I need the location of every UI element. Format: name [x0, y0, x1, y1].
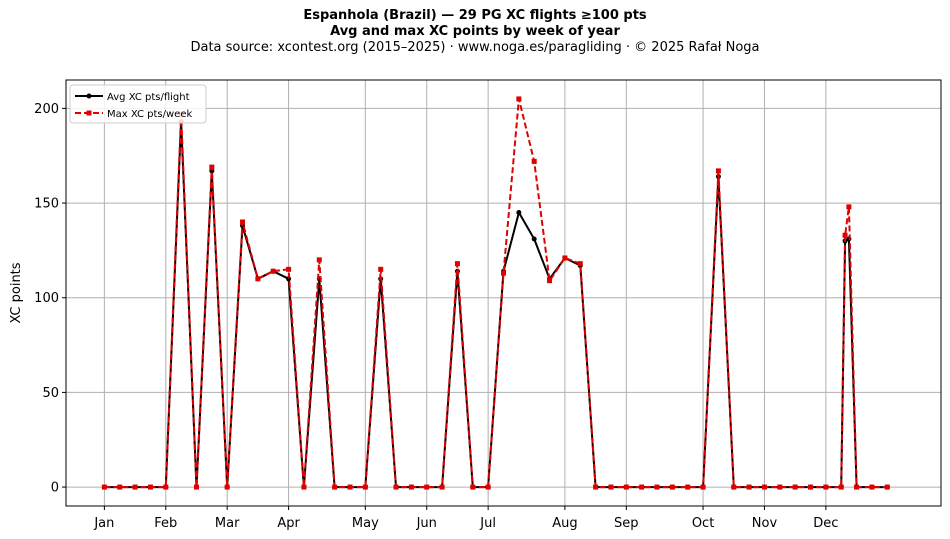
- data-point: [846, 204, 852, 210]
- data-point: [562, 255, 568, 261]
- data-point: [362, 484, 368, 490]
- data-point: [501, 270, 506, 276]
- data-point: [531, 158, 537, 164]
- data-point: [854, 484, 860, 490]
- series-0: [101, 119, 890, 490]
- data-point: [240, 219, 246, 225]
- data-point: [869, 484, 875, 490]
- data-point: [470, 484, 476, 490]
- data-point: [286, 266, 292, 272]
- data-point: [731, 484, 737, 490]
- data-point: [347, 484, 353, 490]
- y-tick-label: 150: [34, 197, 59, 212]
- grid-lines: [66, 80, 941, 506]
- x-tick-label-apr: Apr: [277, 516, 300, 531]
- data-point: [301, 484, 307, 490]
- data-point: [685, 484, 691, 490]
- x-tick-label-mar: Mar: [215, 516, 240, 531]
- x-tick-label-jan: Jan: [93, 516, 114, 531]
- data-point: [224, 484, 230, 490]
- legend-max-label: Max XC pts/week: [107, 109, 192, 120]
- y-tick-label: 200: [34, 102, 59, 117]
- chart-title-line2: Avg and max XC points by week of year: [330, 24, 620, 39]
- data-point: [792, 484, 798, 490]
- chart-title-block: Espanhola (Brazil) — 29 PG XC flights ≥1…: [0, 8, 950, 56]
- legend-avg-label: Avg XC pts/flight: [107, 92, 190, 103]
- data-point: [547, 278, 553, 284]
- data-point: [485, 484, 491, 490]
- data-point: [516, 210, 522, 216]
- series-1: [101, 96, 890, 490]
- series-line: [104, 120, 888, 489]
- data-point: [823, 484, 829, 490]
- legend-box: [69, 84, 207, 124]
- data-point: [270, 268, 276, 274]
- legend: Avg XC pts/flight Max XC pts/week: [69, 84, 207, 124]
- data-point: [746, 484, 752, 490]
- data-point: [838, 484, 844, 490]
- x-tick-label-aug: Aug: [552, 516, 577, 531]
- data-point: [623, 484, 629, 490]
- x-tick-label-jul: Jul: [479, 516, 496, 531]
- chart-title: Espanhola (Brazil) — 29 PG XC flights ≥1…: [303, 8, 647, 23]
- data-point: [439, 484, 445, 490]
- y-axis-label: XC points: [9, 262, 24, 323]
- data-point: [761, 484, 767, 490]
- series-line: [104, 97, 888, 489]
- data-point: [654, 484, 660, 490]
- data-point: [378, 266, 384, 272]
- x-tick-label-dec: Dec: [813, 516, 838, 531]
- data-point: [316, 257, 322, 263]
- x-tick-label-sep: Sep: [614, 516, 639, 531]
- axes-ticks: 0 50 100 150 200 Jan Feb Mar Apr May Jun Jul Aug Sep O…: [34, 102, 838, 531]
- y-tick-label: 0: [51, 481, 59, 496]
- data-point: [884, 484, 890, 490]
- x-tick-label-nov: Nov: [752, 516, 778, 531]
- data-point: [393, 484, 399, 490]
- chart-subtitle: Data source: xcontest.org (2015–2025) · …: [190, 40, 760, 55]
- data-point: [255, 276, 261, 282]
- x-tick-label-feb: Feb: [154, 516, 177, 531]
- series-group: [101, 96, 890, 490]
- x-tick-label-oct: Oct: [692, 516, 714, 531]
- data-point: [209, 168, 215, 174]
- data-point: [777, 484, 783, 490]
- data-point: [842, 232, 848, 238]
- data-point: [132, 484, 138, 490]
- data-point: [147, 484, 153, 490]
- data-point: [608, 484, 614, 490]
- data-point: [454, 261, 460, 267]
- plot-frame: [65, 79, 942, 507]
- data-point: [808, 484, 814, 490]
- data-point: [193, 484, 199, 490]
- data-point: [669, 484, 675, 490]
- data-point: [101, 484, 107, 490]
- data-point: [209, 164, 215, 170]
- x-tick-label-may: May: [352, 516, 379, 531]
- legend-avg-marker: [86, 93, 92, 99]
- data-point: [700, 484, 706, 490]
- data-point: [715, 168, 721, 174]
- x-tick-label-jun: Jun: [416, 516, 437, 531]
- data-point: [408, 484, 414, 490]
- data-point: [163, 484, 169, 490]
- data-point: [577, 261, 583, 267]
- data-point: [593, 484, 599, 490]
- data-point: [424, 484, 430, 490]
- y-tick-label: 100: [34, 291, 59, 306]
- y-tick-label: 50: [42, 386, 59, 401]
- data-point: [332, 484, 338, 490]
- data-point: [531, 236, 537, 242]
- data-point: [117, 484, 123, 490]
- data-point: [639, 484, 645, 490]
- legend-max-marker: [86, 110, 92, 116]
- data-point: [516, 96, 522, 102]
